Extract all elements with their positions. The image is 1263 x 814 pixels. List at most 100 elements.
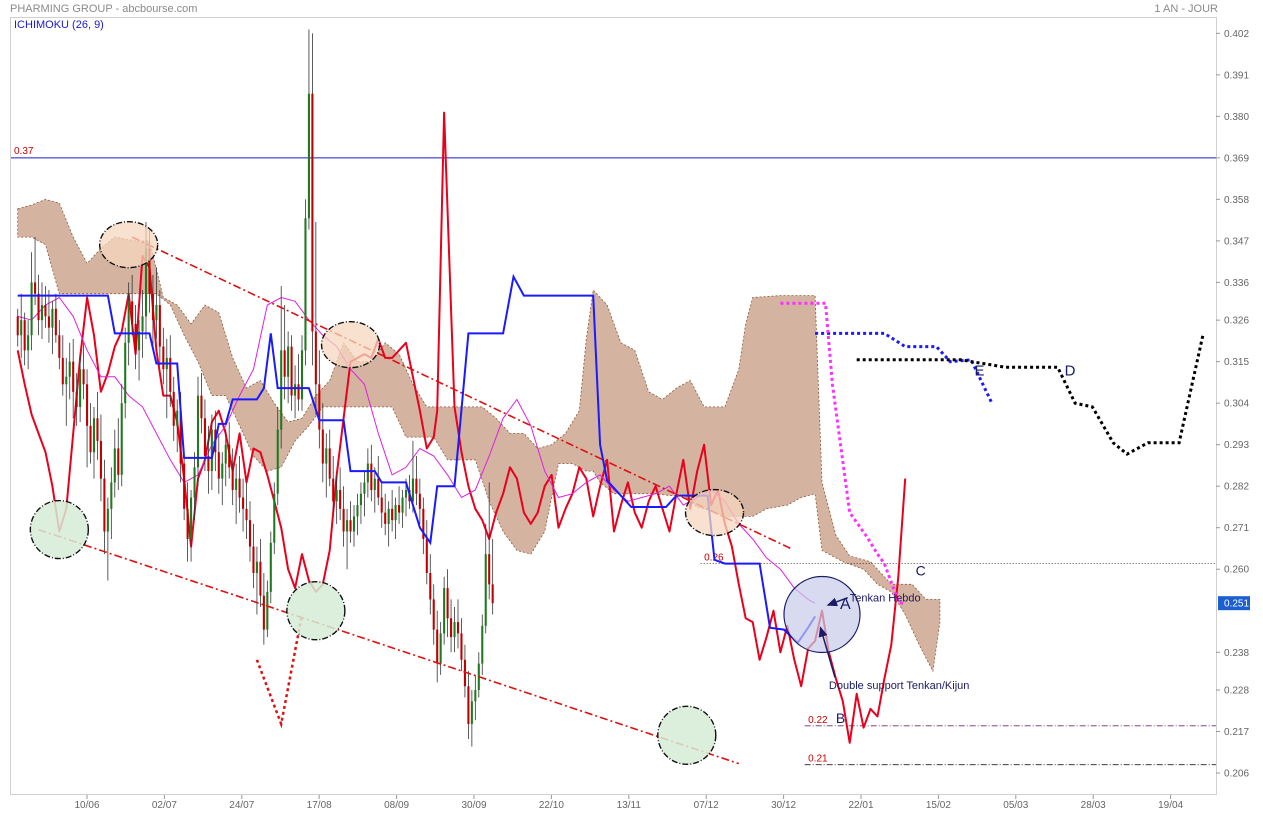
annotation-A: A [840,596,851,613]
candle-body [335,489,338,502]
chart-period: 1 AN - JOUR [1154,3,1218,15]
candle-body [391,508,394,521]
double-support-circle [783,575,861,654]
candle-body [481,625,484,664]
candle-body [401,497,404,513]
x-tick-label: 19/04 [1158,800,1183,811]
candle-body [352,516,356,532]
candle-body [92,418,96,453]
x-tick-label: 02/07 [152,800,177,811]
candle-body [346,520,349,532]
candle-body [432,599,435,630]
highlight-ellipse [98,220,159,269]
indicator-label: ICHIMOKU (26, 9) [14,19,104,31]
candle-body [314,331,317,385]
candle-body [68,361,71,377]
x-tick-label: 24/07 [229,800,254,811]
candle-body [207,456,210,472]
candle-body [96,418,99,441]
candle-body [37,293,40,321]
chart-title: PHARMING GROUP - abcbourse.com [10,3,198,15]
candle-body [450,618,453,638]
candle-body [453,622,456,638]
x-tick-label: 05/03 [1003,800,1028,811]
y-tick-label: 0.293 [1224,440,1249,451]
x-tick-label: 28/03 [1081,800,1106,811]
candle-body [484,554,487,626]
candle-body [276,429,279,494]
candle-body [356,505,359,517]
annotation-E: E [975,363,985,380]
candle-body [34,282,37,294]
y-tick-label: 0.304 [1224,399,1249,410]
candle-body [82,369,85,385]
candle-body [72,361,75,392]
candle-body [443,588,446,634]
y-tick-label: 0.228 [1224,685,1249,696]
candle-body [429,572,432,600]
candle-body [79,369,82,407]
candle-body [65,376,68,385]
candle-body [418,493,421,509]
x-tick-label: 10/06 [74,800,99,811]
support-circle [286,581,346,641]
x-tick-label: 22/01 [848,800,873,811]
lower-trend-line [38,528,740,765]
candle-body [425,539,428,573]
x-tick-label: 17/08 [307,800,332,811]
candle-body [238,478,241,498]
candle-body [384,512,387,524]
candle-body [415,478,418,494]
candle-body [23,320,26,351]
last-price-label: 0.251 [1224,599,1249,610]
candle-body [158,305,161,347]
candle-body [120,403,123,475]
candle-body [439,633,442,664]
candle-body [127,301,130,343]
candle-body [134,323,137,351]
candle-body [190,497,193,540]
x-tick-label: 22/10 [539,800,564,811]
candle-body [141,316,144,332]
y-tick-label: 0.238 [1224,648,1249,659]
candle-body [311,93,314,332]
candle-body [307,93,310,219]
level-label-021: 0.21 [808,754,828,765]
double-support-arrow [818,626,836,678]
candle-body [103,478,106,532]
candle-body [377,478,380,498]
candle-body [411,478,414,502]
candle-body [321,429,324,464]
candle-body [283,350,286,377]
candle-body [16,316,19,336]
candle-body [110,482,113,509]
candle-body [422,508,425,540]
upper-trend-line [131,236,792,550]
x-tick-label: 30/12 [771,800,796,811]
candle-body [380,497,383,513]
candle-body [148,248,151,294]
candle-body [318,384,321,430]
candle-body [342,508,345,532]
candle-body [172,391,175,426]
candle-body [259,561,262,596]
candle-body [138,331,141,351]
y-tick-label: 0.315 [1224,357,1249,368]
candle-body [221,463,224,479]
candle-body [328,448,331,479]
candle-body [488,554,491,585]
tenkan-hebdo-label: Tenkan Hebdo [850,593,921,605]
candle-body [144,248,148,317]
candle-body [61,357,64,385]
candle-body [300,350,304,400]
chikou-span-line [16,111,907,744]
candle-body [86,384,89,426]
candle-body [124,342,127,404]
level-label-037: 0.37 [14,146,34,157]
candle-body [228,444,231,468]
candle-body [297,384,300,400]
candle-body [231,467,234,490]
candle-body [117,448,120,475]
candle-body [463,659,466,687]
